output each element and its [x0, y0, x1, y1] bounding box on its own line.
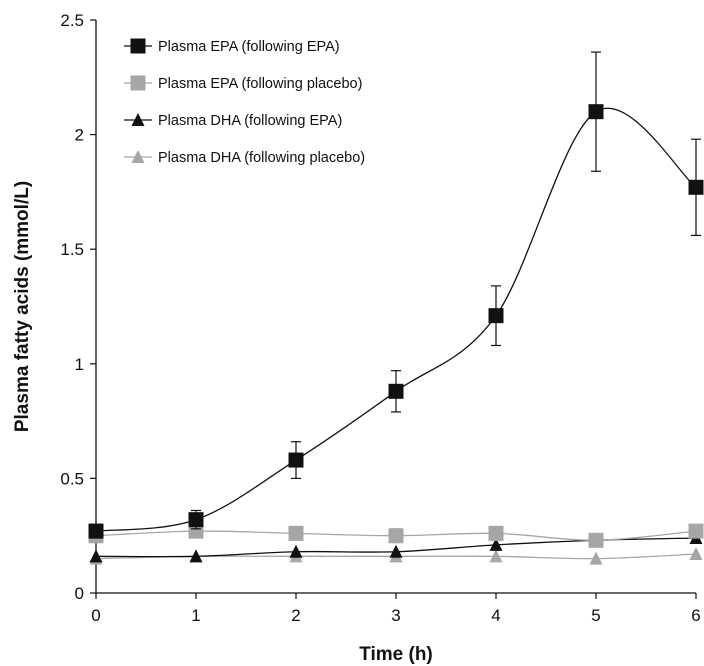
series-2: [88, 523, 704, 548]
legend-marker: [130, 38, 146, 54]
data-point: [488, 308, 504, 324]
data-point: [288, 525, 304, 541]
series-layer: [88, 51, 704, 565]
legend-marker: [131, 150, 145, 163]
legend-item: Plasma EPA (following placebo): [124, 75, 362, 92]
x-axis-title: Time (h): [359, 644, 433, 665]
legend-marker: [130, 75, 146, 91]
x-tick-label: 1: [191, 606, 200, 625]
data-point: [188, 512, 204, 528]
x-tick-label: 3: [391, 606, 400, 625]
data-point: [188, 523, 204, 539]
plot-area: 0 0.5 1 1.5 2 2.5 0 1 2 3 4 5 6: [60, 11, 704, 625]
y-tick-label: 2: [75, 126, 84, 145]
y-tick-label: 1: [75, 355, 84, 374]
data-point: [689, 547, 703, 561]
legend-label: Plasma DHA (following EPA): [158, 113, 342, 129]
data-point: [588, 104, 604, 120]
data-point: [488, 525, 504, 541]
y-tick-label: 1.5: [60, 240, 84, 259]
x-tick-label: 5: [591, 606, 600, 625]
data-point: [489, 537, 503, 551]
data-point: [388, 528, 404, 544]
data-point: [589, 551, 603, 565]
data-point: [388, 383, 404, 399]
legend-item: Plasma DHA (following EPA): [124, 113, 342, 129]
legend-label: Plasma EPA (following placebo): [158, 76, 362, 92]
x-tick-label: 4: [491, 606, 500, 625]
legend: Plasma EPA (following EPA) Plasma EPA (fo…: [124, 38, 365, 166]
legend-marker: [131, 113, 145, 126]
legend-label: Plasma DHA (following placebo): [158, 150, 365, 166]
data-point: [88, 523, 104, 539]
data-point: [89, 549, 103, 563]
data-point: [688, 179, 704, 195]
y-axis-ticks: 0 0.5 1 1.5 2 2.5: [60, 11, 96, 603]
y-tick-label: 0: [75, 584, 84, 603]
x-tick-label: 2: [291, 606, 300, 625]
data-point: [389, 544, 403, 558]
legend-label: Plasma EPA (following EPA): [158, 39, 340, 55]
legend-item: Plasma EPA (following EPA): [124, 38, 340, 55]
y-tick-label: 2.5: [60, 11, 84, 30]
data-point: [288, 452, 304, 468]
series-line: [95, 107, 697, 532]
legend-item: Plasma DHA (following placebo): [124, 150, 365, 166]
data-point: [189, 549, 203, 563]
data-point: [588, 532, 604, 548]
data-point: [489, 549, 503, 563]
y-tick-label: 0.5: [60, 469, 84, 488]
series-1: [88, 51, 704, 539]
data-point: [688, 523, 704, 539]
x-tick-label: 6: [691, 606, 700, 625]
x-tick-label: 0: [91, 606, 100, 625]
y-axis-title: Plasma fatty acids (mmol/L): [12, 181, 33, 432]
x-axis-ticks: 0 1 2 3 4 5 6: [91, 593, 701, 625]
data-point: [289, 544, 303, 558]
